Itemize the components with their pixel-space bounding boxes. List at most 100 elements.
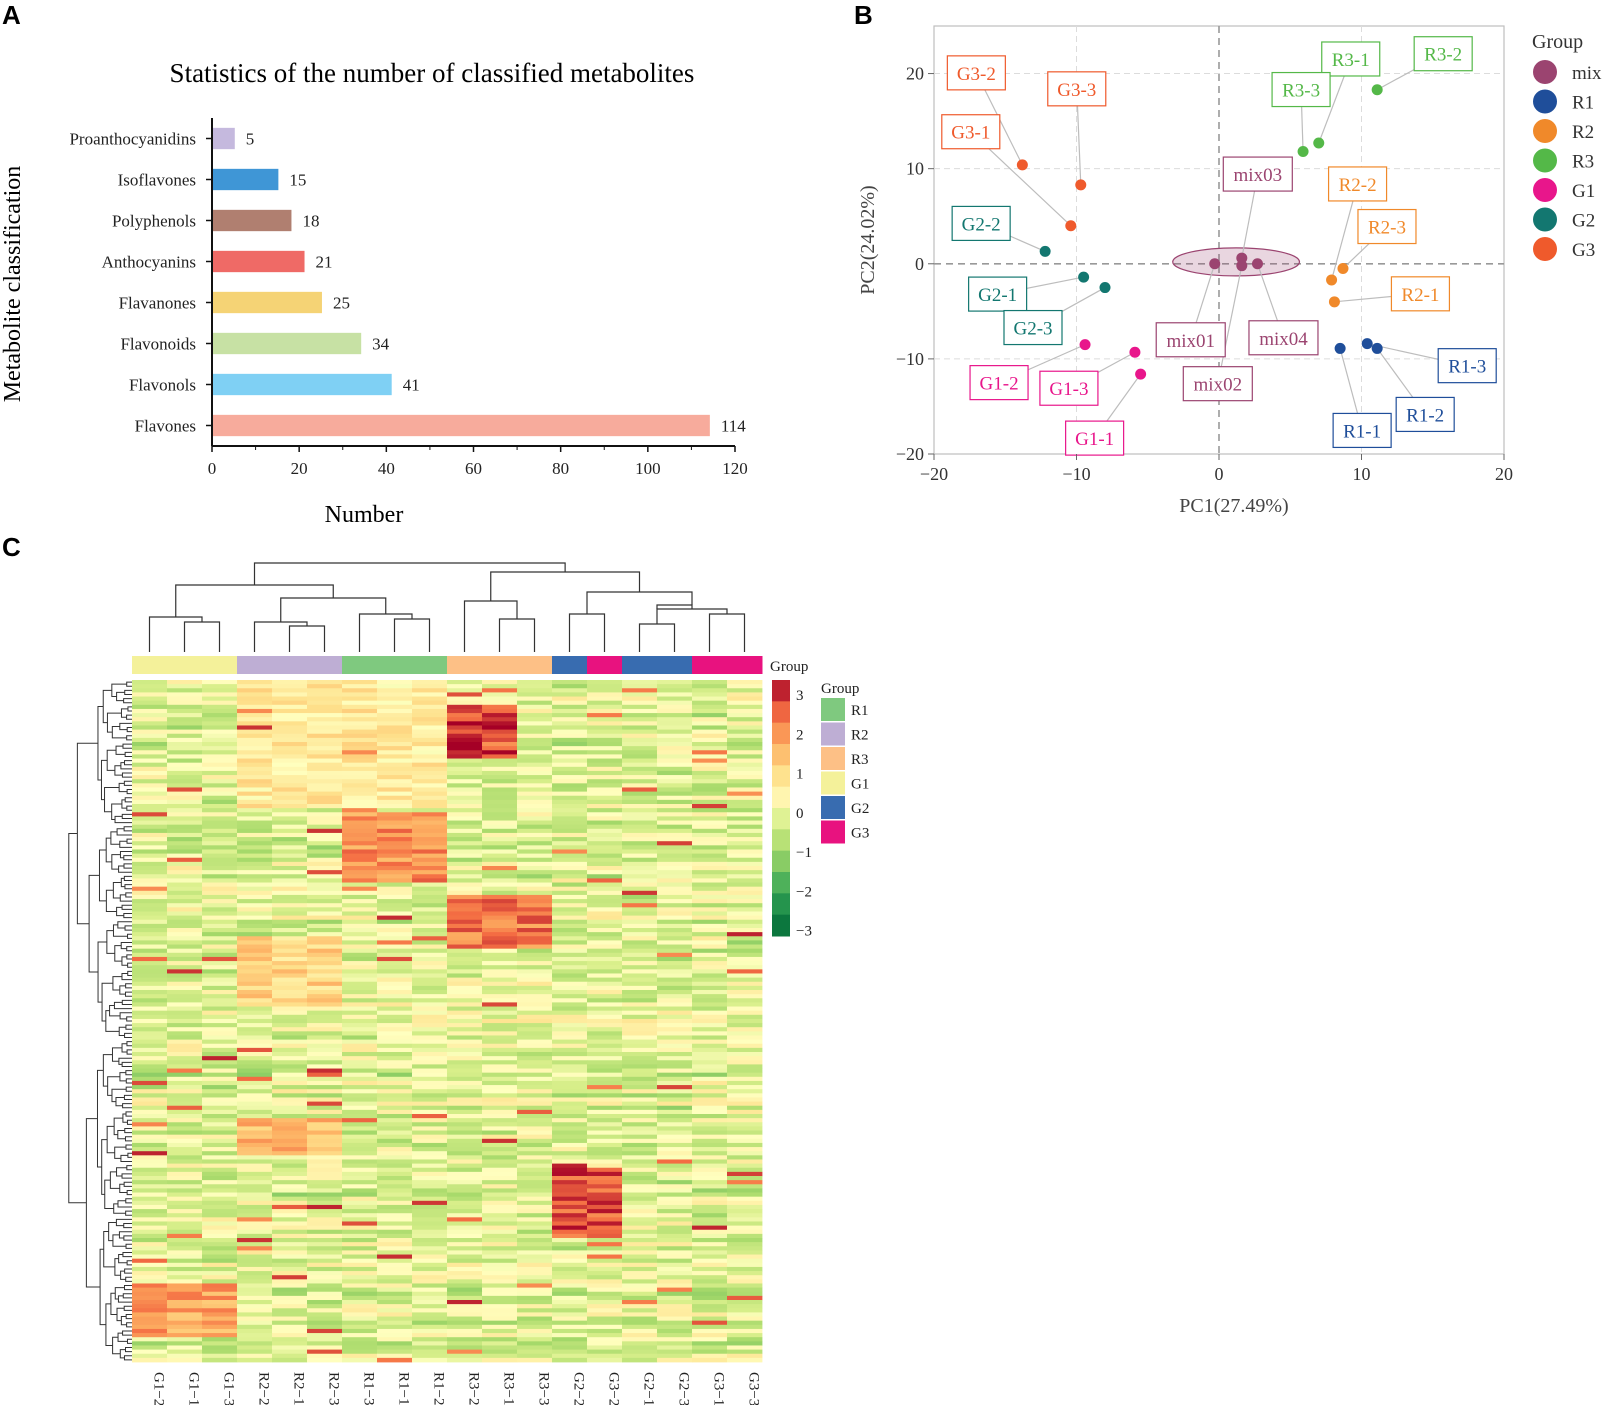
heatmap-cell: [167, 742, 203, 747]
heatmap-cell: [342, 1242, 378, 1247]
heatmap-cell: [342, 878, 378, 883]
heatmap-cell: [272, 870, 308, 875]
heatmap-cell: [342, 866, 378, 871]
heatmap-cell: [202, 874, 238, 879]
heatmap-cell: [412, 1064, 448, 1069]
heatmap-cell: [377, 837, 413, 842]
heatmap-cell: [727, 923, 763, 929]
heatmap-cell: [482, 1333, 518, 1338]
heatmap-cell: [447, 828, 483, 834]
heatmap-cell: [692, 990, 728, 995]
heatmap-cell: [202, 1324, 238, 1330]
heatmap-cell: [482, 1266, 518, 1272]
heatmap-cell: [692, 915, 728, 921]
heatmap-cell: [657, 915, 693, 921]
dendrogram-link: [99, 1248, 106, 1326]
heatmap-cell: [482, 1196, 518, 1202]
heatmap-cell: [587, 787, 623, 792]
heatmap-cell: [727, 1246, 763, 1251]
heatmap-cell: [377, 779, 413, 784]
pca-point-label: R1-1: [1343, 421, 1381, 442]
heatmap-cell: [692, 799, 728, 805]
heatmap-cell: [587, 1196, 623, 1202]
heatmap-cell: [447, 779, 483, 784]
heatmap-cell: [412, 870, 448, 875]
heatmap-cell: [622, 845, 658, 850]
heatmap-cell: [587, 990, 623, 995]
dendrogram-link: [126, 714, 132, 720]
heatmap-cell: [167, 795, 203, 801]
heatmap-cell: [202, 1337, 238, 1342]
heatmap-cell: [237, 696, 273, 702]
heatmap-cell: [167, 1147, 203, 1152]
heatmap-cell: [167, 932, 203, 937]
heatmap-cell: [342, 837, 378, 842]
heatmap-cell: [202, 1080, 238, 1086]
heatmap-cell: [517, 746, 553, 751]
heatmap-cell: [517, 965, 553, 970]
heatmap-cell: [377, 791, 413, 797]
heatmap-cell: [237, 1035, 273, 1040]
dendrogram-link: [110, 831, 120, 845]
heatmap-cell: [692, 1064, 728, 1069]
heatmap-cell: [377, 1266, 413, 1272]
heatmap-cell: [482, 1138, 518, 1144]
heatmap-cell: [657, 899, 693, 904]
heatmap-cell: [552, 1006, 588, 1012]
heatmap-cell: [377, 1027, 413, 1032]
heatmap-cell: [167, 704, 203, 710]
dendrogram-link: [114, 1146, 126, 1159]
heatmap-cell: [342, 853, 378, 859]
heatmap-cell: [342, 907, 378, 912]
heatmap-cell: [482, 973, 518, 978]
heatmap-cell: [412, 849, 448, 854]
heatmap-cell: [342, 799, 378, 805]
heatmap-cell: [412, 746, 448, 751]
heatmap-cell: [167, 783, 203, 788]
heatmap-cell: [132, 1097, 168, 1102]
heatmap-cell: [552, 783, 588, 788]
heatmap-cell: [412, 779, 448, 784]
heatmap-cell: [552, 1052, 588, 1057]
heatmap-cell: [727, 1085, 763, 1090]
heatmap-cell: [202, 1076, 238, 1082]
heatmap-cell: [622, 1213, 658, 1218]
heatmap-cell: [167, 990, 203, 995]
heatmap-cell: [377, 952, 413, 958]
heatmap-cell: [377, 1093, 413, 1098]
heatmap-column-label: G3−3: [746, 1372, 762, 1405]
heatmap-cell: [622, 1089, 658, 1094]
heatmap-cell: [517, 890, 553, 896]
heatmap-cell: [132, 1204, 168, 1210]
heatmap-cell: [132, 1031, 168, 1036]
heatmap-cell: [237, 824, 273, 830]
heatmap-cell: [587, 903, 623, 908]
dendrogram-link: [111, 1088, 127, 1103]
heatmap-cell: [342, 890, 378, 896]
heatmap-cell: [342, 1287, 378, 1293]
heatmap-cell: [307, 696, 343, 702]
heatmap-cell: [587, 936, 623, 941]
heatmap-cell: [377, 919, 413, 925]
heatmap-cell: [342, 1213, 378, 1218]
dendrogram-link: [126, 735, 132, 741]
heatmap-cell: [517, 969, 553, 974]
heatmap-cell: [517, 1229, 553, 1235]
heatmap-cell: [517, 1109, 553, 1115]
heatmap-cell: [272, 1006, 308, 1012]
heatmap-cell: [307, 762, 343, 768]
heatmap-cell: [692, 1130, 728, 1136]
heatmap-cell: [692, 948, 728, 954]
heatmap-cell: [377, 1010, 413, 1016]
pca-point: [1328, 296, 1340, 308]
heatmap-cell: [517, 692, 553, 697]
heatmap-cell: [482, 783, 518, 788]
heatmap-cell: [587, 965, 623, 970]
heatmap-cell: [622, 1068, 658, 1074]
heatmap-cell: [132, 1328, 168, 1334]
heatmap-cell: [237, 1027, 273, 1032]
heatmap-cell: [132, 853, 168, 859]
heatmap-cell: [692, 779, 728, 784]
